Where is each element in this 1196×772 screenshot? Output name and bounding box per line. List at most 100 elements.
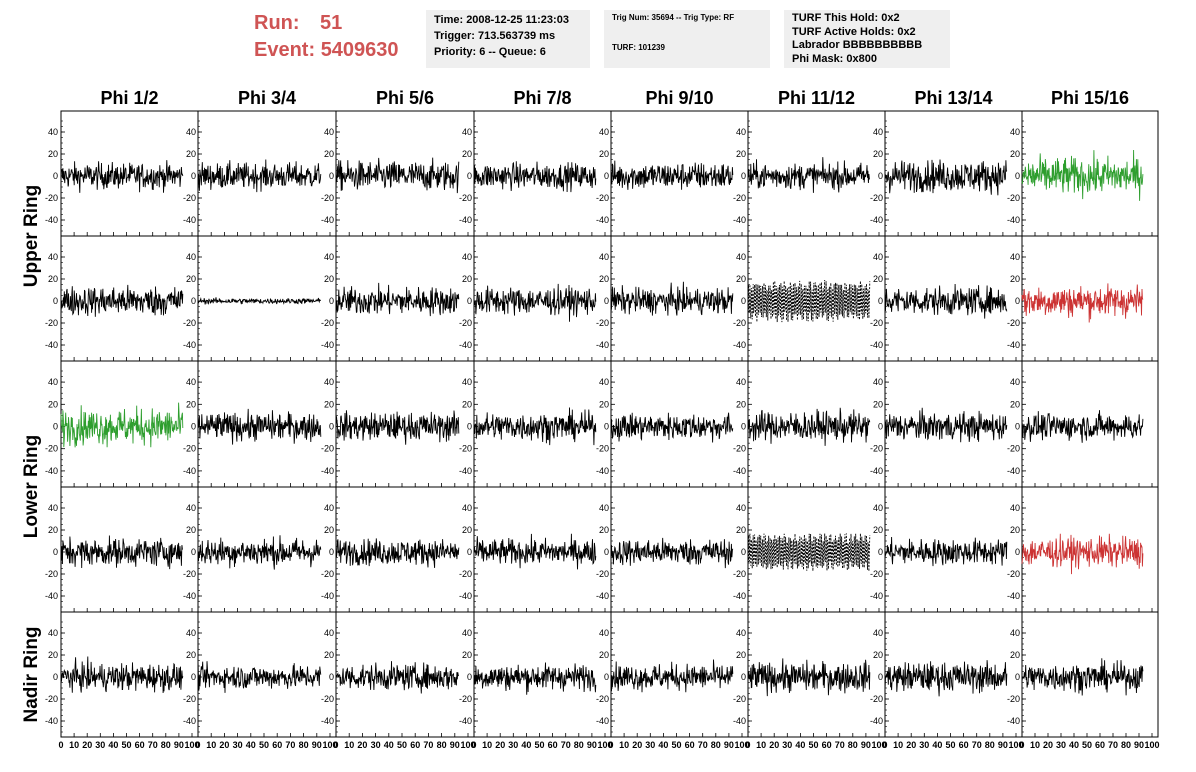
y-tick-label: -40 — [1007, 591, 1020, 601]
x-tick-label: 70 — [835, 740, 845, 750]
x-tick-label: 40 — [108, 740, 118, 750]
waveform-r1-c1 — [60, 160, 184, 193]
y-tick-label: -40 — [321, 340, 334, 350]
y-tick-label-left: 0 — [53, 672, 58, 682]
x-tick-label: 60 — [272, 740, 282, 750]
y-tick-label: 40 — [324, 628, 334, 638]
x-tick-label: 10 — [619, 740, 629, 750]
x-tick-label: 60 — [1095, 740, 1105, 750]
y-tick-label-left: -40 — [45, 215, 58, 225]
y-tick-label-left: -40 — [45, 340, 58, 350]
y-tick-label: 40 — [599, 503, 609, 513]
y-tick-label-left: 40 — [48, 628, 58, 638]
waveform-r5-c2 — [197, 660, 322, 693]
x-tick-label: 50 — [945, 740, 955, 750]
waveform-r5-c5 — [610, 659, 734, 693]
y-tick-label: 0 — [329, 171, 334, 181]
y-tick-label: -20 — [870, 193, 883, 203]
y-tick-label: 20 — [736, 274, 746, 284]
waveform-r5-c7 — [884, 660, 1008, 697]
column-header-3: Phi 5/6 — [376, 88, 434, 108]
y-tick-label: -20 — [459, 444, 472, 454]
waveform-r1-c4 — [473, 161, 597, 193]
waveform-r3-c7 — [884, 407, 1008, 443]
y-tick-label: -20 — [1007, 318, 1020, 328]
y-tick-label: 20 — [1010, 399, 1020, 409]
y-tick-label: -20 — [1007, 694, 1020, 704]
y-tick-label: -40 — [733, 340, 746, 350]
y-tick-label: -40 — [183, 215, 196, 225]
ring-label-2: Lower Ring — [21, 435, 42, 538]
y-tick-label: 20 — [324, 650, 334, 660]
y-tick-label: 40 — [873, 377, 883, 387]
column-header-1: Phi 1/2 — [100, 88, 158, 108]
x-tick-label: 60 — [685, 740, 695, 750]
x-tick-label: 100 — [1144, 740, 1159, 750]
waveform-r4-c7 — [884, 536, 1008, 567]
y-tick-label: 0 — [741, 296, 746, 306]
y-tick-label-left: 0 — [53, 422, 58, 432]
y-tick-label: 40 — [1010, 503, 1020, 513]
y-tick-label: -20 — [321, 694, 334, 704]
y-tick-label: -40 — [733, 591, 746, 601]
waveform-r2-c6 — [747, 279, 871, 323]
waveform-r2-c1 — [60, 284, 184, 317]
y-tick-label: 0 — [467, 547, 472, 557]
x-tick-label: 40 — [1069, 740, 1079, 750]
y-tick-label: -20 — [596, 444, 609, 454]
y-tick-label: 20 — [186, 274, 196, 284]
x-tick-label: 50 — [121, 740, 131, 750]
waveform-r4-c1 — [60, 535, 184, 570]
y-tick-label: -40 — [870, 340, 883, 350]
x-tick-label: 50 — [1082, 740, 1092, 750]
y-tick-label: 20 — [1010, 525, 1020, 535]
y-tick-label: 40 — [873, 628, 883, 638]
x-tick-label: 10 — [344, 740, 354, 750]
y-tick-label: 20 — [873, 274, 883, 284]
y-tick-label: -40 — [1007, 466, 1020, 476]
x-tick-label: 60 — [410, 740, 420, 750]
x-tick-label: 0 — [195, 740, 200, 750]
y-tick-label: -20 — [183, 569, 196, 579]
x-tick-label: 0 — [745, 740, 750, 750]
panel-frame-r2-c2 — [197, 235, 337, 362]
y-tick-label: 40 — [186, 503, 196, 513]
y-tick-label: 0 — [467, 422, 472, 432]
waveform-r1-c6 — [747, 157, 871, 193]
y-tick-label: -20 — [321, 569, 334, 579]
y-tick-label: -40 — [596, 340, 609, 350]
y-tick-label-left: 0 — [53, 547, 58, 557]
x-tick-label: 0 — [58, 740, 63, 750]
y-tick-label: -40 — [321, 591, 334, 601]
y-tick-label: -40 — [459, 466, 472, 476]
y-tick-label: 20 — [324, 149, 334, 159]
y-tick-label: 20 — [462, 274, 472, 284]
y-tick-label: -20 — [321, 318, 334, 328]
x-tick-label: 20 — [357, 740, 367, 750]
x-tick-label: 50 — [671, 740, 681, 750]
y-tick-label: 0 — [467, 296, 472, 306]
x-tick-label: 70 — [972, 740, 982, 750]
x-tick-label: 100 — [1008, 740, 1023, 750]
x-tick-label: 60 — [822, 740, 832, 750]
y-tick-label: 0 — [191, 296, 196, 306]
y-tick-label: 20 — [599, 149, 609, 159]
x-tick-label: 10 — [1030, 740, 1040, 750]
y-tick-label: -40 — [321, 716, 334, 726]
y-tick-label: 0 — [191, 171, 196, 181]
y-tick-label: -20 — [870, 444, 883, 454]
y-tick-label: 20 — [873, 525, 883, 535]
y-tick-label-left: 20 — [48, 525, 58, 535]
y-tick-label-left: -40 — [45, 466, 58, 476]
x-tick-label: 50 — [534, 740, 544, 750]
y-tick-label: -40 — [870, 466, 883, 476]
y-tick-label: -20 — [459, 569, 472, 579]
y-tick-label: -40 — [596, 716, 609, 726]
y-tick-label: -40 — [459, 340, 472, 350]
y-tick-label: -40 — [596, 591, 609, 601]
y-tick-label: 40 — [599, 628, 609, 638]
y-tick-label: -20 — [1007, 569, 1020, 579]
y-tick-label: -40 — [321, 215, 334, 225]
x-tick-label: 80 — [299, 740, 309, 750]
y-tick-label: -20 — [459, 694, 472, 704]
